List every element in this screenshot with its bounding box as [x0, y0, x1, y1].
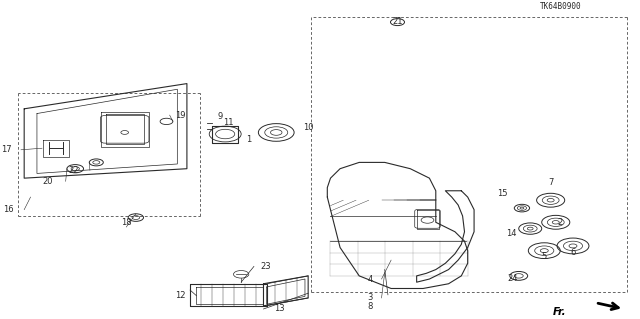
- Text: 13: 13: [274, 304, 285, 314]
- Text: 5: 5: [541, 252, 547, 261]
- Text: 15: 15: [497, 189, 508, 198]
- Text: 16: 16: [3, 205, 13, 214]
- Text: 3: 3: [367, 293, 372, 302]
- Text: 20: 20: [42, 177, 53, 186]
- Text: 18: 18: [121, 219, 132, 227]
- Text: 22: 22: [68, 166, 79, 175]
- Text: TK64B0900: TK64B0900: [540, 2, 581, 11]
- Text: 8: 8: [367, 302, 372, 311]
- Text: 2: 2: [557, 218, 563, 227]
- Text: 24: 24: [507, 274, 518, 283]
- Text: 7: 7: [548, 178, 554, 187]
- Text: 11: 11: [223, 118, 234, 127]
- Text: 21: 21: [392, 17, 403, 26]
- Text: 14: 14: [506, 229, 516, 238]
- Text: 19: 19: [175, 111, 186, 120]
- Text: 23: 23: [260, 262, 271, 271]
- Text: 6: 6: [570, 248, 576, 257]
- Text: 1: 1: [246, 135, 252, 144]
- Text: 12: 12: [175, 291, 186, 300]
- Text: 9: 9: [218, 112, 223, 121]
- Text: Fr.: Fr.: [553, 307, 566, 317]
- Text: 4: 4: [367, 275, 372, 284]
- Text: 10: 10: [303, 123, 314, 132]
- Text: 17: 17: [1, 145, 12, 154]
